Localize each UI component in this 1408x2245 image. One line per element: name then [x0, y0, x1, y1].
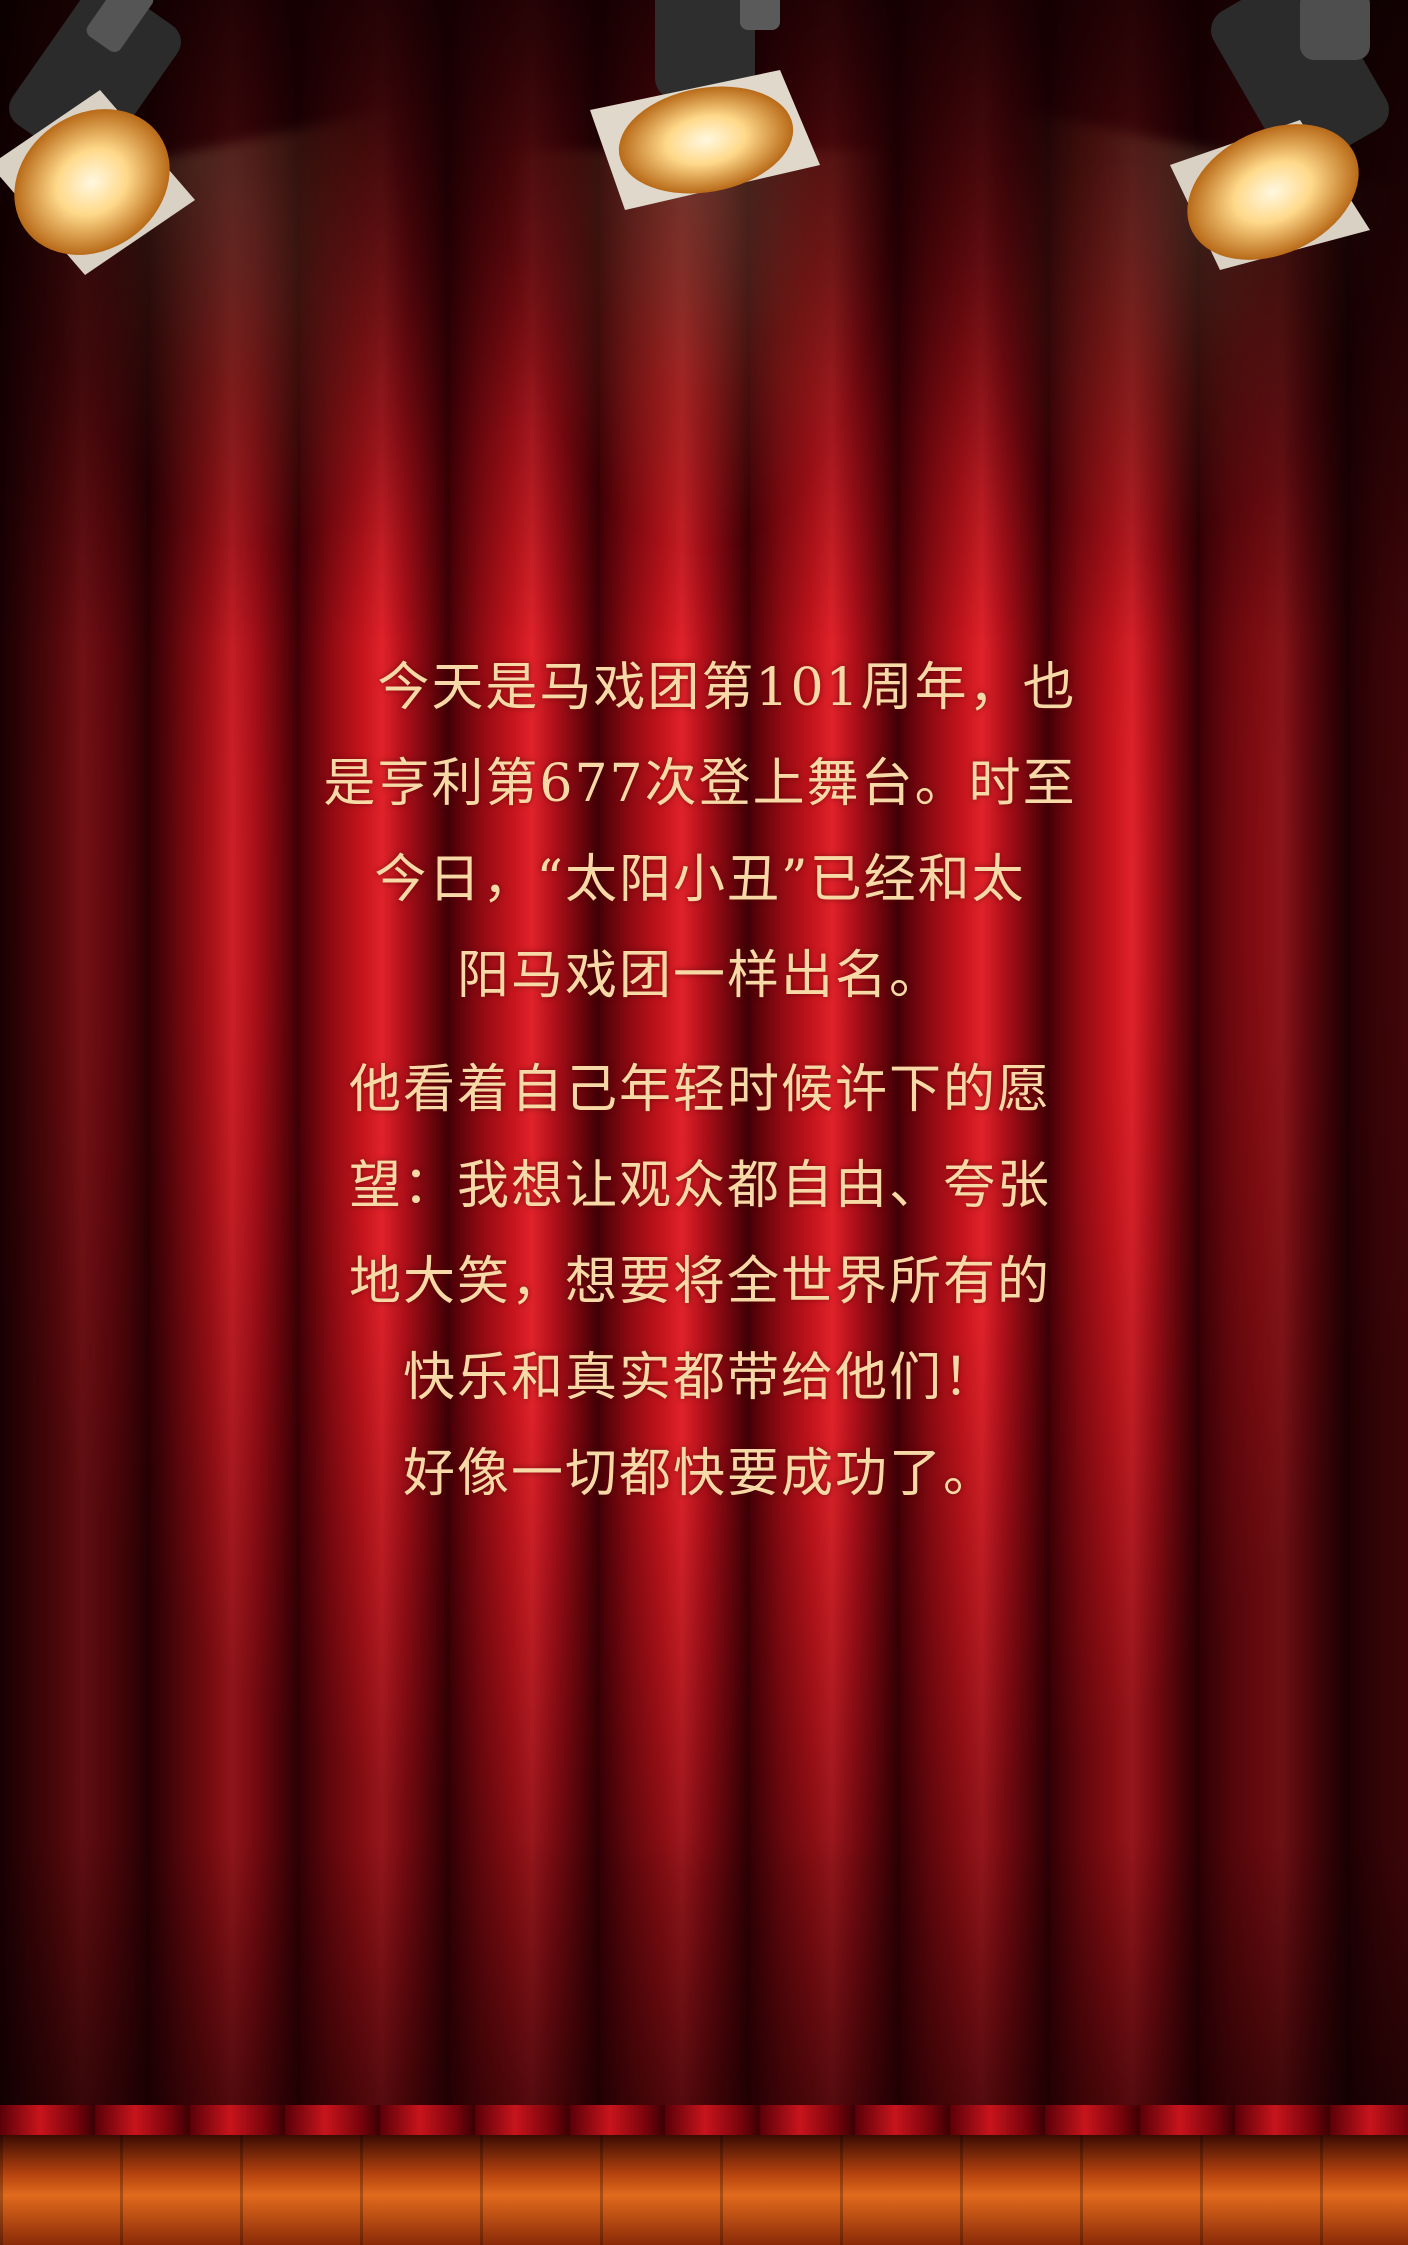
story-paragraph-1: 今天是马戏团第101周年，也 是亨利第677次登上舞台。时至 今日，“太阳小丑”… — [323, 658, 1077, 1006]
spotlight-left-icon — [0, 0, 195, 275]
curtain-shading — [0, 0, 1408, 2160]
story-paragraph-2: 他看着自己年轻时候许下的愿 望：我想让观众都自由、夸张 地大笑，想要将全世界所有… — [348, 1060, 1051, 1504]
stage-floor — [0, 2135, 1408, 2245]
spotlight-center-icon — [590, 0, 820, 210]
spotlight-right-icon — [1170, 0, 1389, 270]
story-text: 今天是马戏团第101周年，也 是亨利第677次登上舞台。时至 今日，“太阳小丑”… — [250, 640, 1150, 1522]
